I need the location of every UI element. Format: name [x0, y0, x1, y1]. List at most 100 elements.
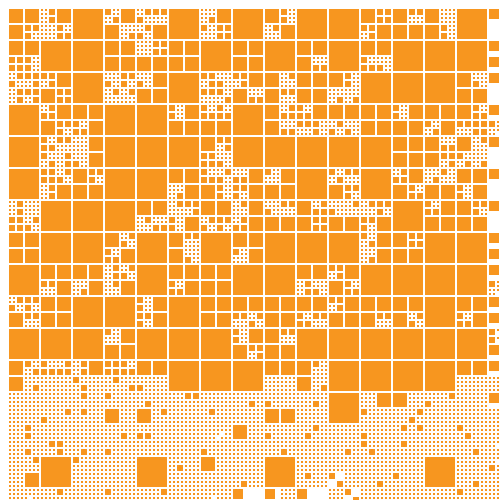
mosaic-tile [121, 345, 135, 359]
mosaic-tile [237, 481, 239, 483]
mosaic-tile [133, 393, 135, 395]
mosaic-tile [213, 37, 215, 39]
mosaic-tile [177, 209, 179, 211]
mosaic-tile [305, 433, 311, 439]
mosaic-tile [329, 433, 331, 435]
mosaic-tile [253, 417, 255, 419]
mosaic-tile [393, 113, 399, 119]
mosaic-tile [217, 217, 223, 223]
mosaic-tile [433, 169, 435, 171]
mosaic-tile [397, 169, 399, 171]
mosaic-tile [293, 381, 295, 383]
mosaic-tile [161, 221, 163, 223]
mosaic-tile [477, 413, 479, 415]
mosaic-tile [241, 253, 243, 255]
mosaic-tile [345, 465, 347, 467]
mosaic-tile [101, 441, 103, 443]
mosaic-tile [425, 393, 427, 395]
mosaic-tile [109, 445, 111, 447]
mosaic-tile [313, 209, 319, 215]
mosaic-tile [217, 393, 219, 395]
mosaic-tile [297, 401, 299, 403]
mosaic-tile [325, 473, 327, 475]
mosaic-tile [189, 497, 191, 499]
mosaic-tile [209, 393, 211, 395]
mosaic-tile [197, 405, 199, 407]
mosaic-tile [177, 225, 179, 227]
mosaic-tile [457, 473, 459, 475]
mosaic-tile [353, 133, 355, 135]
mosaic-tile [49, 369, 55, 375]
mosaic-tile [49, 441, 55, 447]
mosaic-tile [201, 441, 203, 443]
mosaic-tile [361, 245, 363, 247]
mosaic-tile [125, 89, 127, 91]
mosaic-tile [73, 185, 87, 199]
mosaic-tile [197, 497, 199, 499]
mosaic-tile [257, 429, 259, 431]
mosaic-tile [389, 465, 391, 467]
mosaic-tile [385, 445, 387, 447]
mosaic-tile [173, 473, 175, 475]
mosaic-tile [93, 457, 95, 459]
mosaic-tile [249, 433, 251, 435]
mosaic-tile [389, 485, 391, 487]
mosaic-tile [153, 405, 155, 407]
mosaic-tile [325, 477, 327, 479]
mosaic-tile [137, 137, 167, 167]
mosaic-tile [57, 377, 59, 379]
mosaic-tile [393, 173, 395, 175]
mosaic-tile [133, 449, 135, 451]
mosaic-tile [105, 41, 119, 55]
mosaic-tile [81, 377, 83, 379]
mosaic-tile [285, 489, 287, 491]
mosaic-tile [225, 33, 231, 39]
mosaic-tile [425, 265, 455, 295]
mosaic-tile [197, 493, 199, 495]
mosaic-tile [157, 441, 159, 443]
mosaic-tile [101, 457, 103, 459]
mosaic-tile [41, 89, 55, 103]
mosaic-tile [437, 429, 439, 431]
mosaic-tile [25, 381, 27, 383]
mosaic-tile [229, 489, 231, 491]
mosaic-tile [277, 397, 279, 399]
mosaic-tile [241, 441, 243, 443]
mosaic-tile [153, 413, 155, 415]
mosaic-tile [77, 433, 79, 435]
mosaic-tile [57, 313, 71, 327]
mosaic-tile [469, 133, 471, 135]
mosaic-tile [129, 489, 131, 491]
mosaic-tile [357, 481, 359, 483]
mosaic-tile [201, 41, 231, 71]
mosaic-tile [69, 377, 71, 379]
mosaic-tile [497, 489, 499, 491]
mosaic-tile [53, 397, 55, 399]
mosaic-tile [193, 477, 195, 479]
mosaic-tile [53, 157, 55, 159]
mosaic-tile [37, 393, 39, 395]
mosaic-tile [17, 401, 19, 403]
mosaic-tile [353, 485, 355, 487]
mosaic-tile [105, 293, 107, 295]
mosaic-tile [97, 469, 99, 471]
mosaic-tile [9, 477, 11, 479]
mosaic-tile [65, 433, 67, 435]
mosaic-tile [457, 321, 463, 327]
mosaic-tile [281, 341, 283, 343]
mosaic-tile [473, 433, 475, 435]
mosaic-tile [253, 429, 255, 431]
mosaic-tile [69, 429, 71, 431]
mosaic-tile [73, 293, 75, 295]
mosaic-tile [497, 421, 499, 423]
mosaic-tile [309, 317, 311, 319]
mosaic-tile [61, 365, 63, 367]
mosaic-tile [357, 461, 359, 463]
mosaic-tile [185, 485, 187, 487]
mosaic-tile [133, 29, 135, 31]
mosaic-tile [361, 25, 367, 31]
mosaic-tile [105, 21, 107, 23]
mosaic-tile [261, 321, 263, 323]
mosaic-tile [177, 109, 179, 111]
mosaic-tile [297, 461, 299, 463]
